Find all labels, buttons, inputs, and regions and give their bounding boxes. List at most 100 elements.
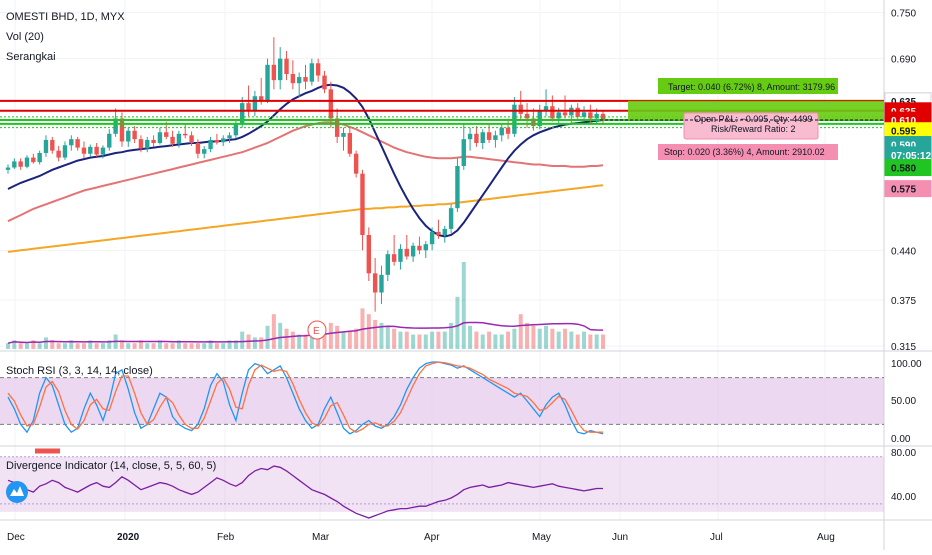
volume-bar (50, 340, 55, 349)
volume-bar (278, 322, 283, 349)
price-tag-bg (884, 159, 932, 177)
candle-body (119, 118, 125, 142)
candle-body (214, 139, 220, 143)
indicator-legend: Serangkai (6, 51, 56, 63)
price-axis-tick: 0.315 (891, 342, 916, 353)
volume-bar (214, 343, 219, 349)
volume-bar (75, 343, 80, 349)
volume-bar (88, 340, 93, 349)
volume-bar (183, 343, 188, 349)
ma20-line (7, 83, 604, 238)
time-axis-tick: May (532, 532, 551, 543)
earnings-marker-circle[interactable] (307, 320, 327, 340)
risk-reward-label: Risk/Reward Ratio: 2 (711, 124, 796, 134)
candle-body (271, 64, 277, 81)
volume-bar (202, 343, 207, 349)
candle-body (423, 244, 428, 251)
candle-body (75, 139, 80, 148)
volume-bar (373, 320, 378, 349)
volume-bar (493, 334, 498, 349)
volume-bar (525, 322, 530, 349)
volume-bar (24, 343, 29, 349)
volume-bar (119, 340, 124, 349)
volume-bar (56, 343, 61, 349)
volume-bar (265, 325, 270, 349)
price-axis-tick: 0.750 (891, 9, 916, 20)
candle-body (176, 133, 182, 144)
candle-body (183, 133, 188, 136)
volume-bar (208, 340, 213, 349)
candle-body (556, 112, 561, 119)
volume-bar (62, 343, 67, 349)
candle-body (600, 113, 606, 120)
candle-body (461, 139, 466, 166)
candle-body (328, 89, 334, 119)
volume-bar (240, 331, 245, 349)
price-tag-label: 0.595 (891, 127, 916, 138)
price-tag-label: 0.610 (891, 116, 916, 127)
candle-body (436, 231, 441, 235)
volume-bar (170, 343, 175, 349)
candle-body (588, 112, 593, 119)
candle-body (145, 139, 150, 149)
candle-body (107, 133, 112, 148)
candle-body (88, 146, 93, 154)
volume-bar (37, 343, 42, 349)
volume-bar (449, 322, 454, 349)
stoch-rsi-legend: Stoch RSI (3, 3, 14, 14, close) (6, 365, 153, 377)
candle-body (202, 149, 207, 154)
volume-bar (303, 334, 308, 349)
volume-bar (189, 343, 194, 349)
candle-body (372, 273, 378, 293)
volume-bar (309, 331, 314, 349)
volume-bar (271, 314, 276, 349)
time-axis-tick: Jun (612, 532, 628, 543)
candle-body (18, 161, 23, 167)
candle-body (347, 133, 353, 154)
volume-bar (563, 328, 568, 349)
volume-bar (474, 331, 479, 349)
candle-body (94, 146, 99, 155)
candle-body (100, 147, 106, 155)
volume-bar (442, 331, 447, 349)
time-axis-tick: Aug (817, 532, 835, 543)
candle-body (265, 64, 270, 101)
volume-bar (347, 331, 352, 349)
target-label: Target: 0.040 (6.72%) 8, Amount: 3179.96 (668, 82, 835, 92)
candle-body (360, 173, 365, 235)
candle-body (113, 118, 118, 134)
candle-body (594, 113, 599, 119)
candle-body (56, 150, 61, 158)
candle-body (467, 133, 473, 140)
volume-bar (43, 337, 48, 349)
candle-body (417, 245, 422, 251)
time-axis-tick: Feb (217, 532, 235, 543)
volume-bar (575, 334, 580, 349)
candle-body (518, 104, 523, 114)
price-axis-tick: 0.440 (891, 246, 916, 257)
candle-body (366, 235, 372, 274)
volume-bar (176, 340, 181, 349)
volume-bar (544, 325, 549, 349)
candle-body (24, 157, 30, 167)
volume-bar (151, 343, 156, 349)
volume-bar (531, 325, 536, 349)
tradingview-logo-icon[interactable] (6, 481, 28, 503)
volume-ma-line (7, 321, 604, 344)
candle-body (151, 139, 156, 143)
candle-body (259, 96, 264, 101)
stoch-axis-0: 0.00 (891, 434, 911, 445)
volume-bar (455, 296, 460, 349)
candle-body (448, 208, 454, 229)
price-tag-bg (884, 180, 932, 198)
candle-body (233, 124, 239, 136)
div-axis-80: 80.00 (891, 448, 916, 459)
price-tag-label: 07:05:12 (891, 151, 931, 162)
time-axis-tick: Mar (312, 532, 330, 543)
volume-bar (518, 314, 523, 349)
candle-body (486, 132, 492, 140)
candle-body (195, 143, 201, 154)
candle-body (164, 132, 169, 137)
candle-body (309, 63, 315, 82)
volume-bar (582, 331, 587, 349)
